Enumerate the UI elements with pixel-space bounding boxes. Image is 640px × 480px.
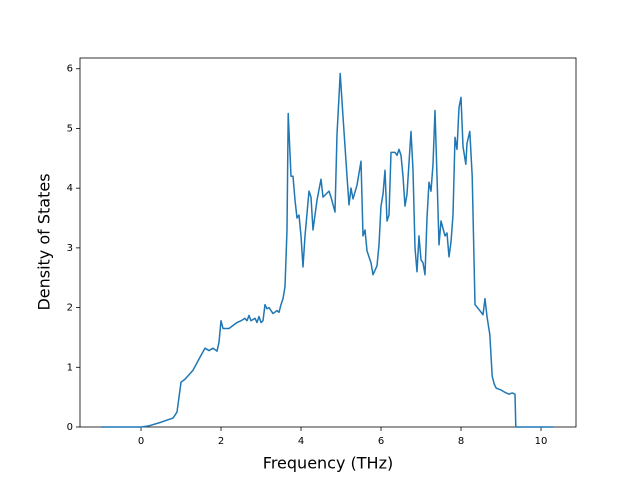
plot-frame [79,57,577,428]
x-tick-label: 4 [298,436,304,447]
y-tick-label: 4 [67,183,73,194]
y-tick-label: 3 [67,243,73,254]
x-tick-label: 2 [218,436,224,447]
y-tick-label: 1 [67,362,73,373]
y-tick-label: 5 [67,123,73,134]
y-tick-label: 2 [67,303,73,314]
x-tick-label: 6 [378,436,384,447]
x-axis-label: Frequency (THz) [263,454,393,473]
y-tick-label: 6 [67,64,73,75]
y-tick-label: 0 [67,422,73,433]
data-line [101,72,553,428]
x-tick-label: 8 [458,436,464,447]
y-axis-label: Density of States [35,173,54,310]
x-tick-label: 0 [138,436,144,447]
x-tick-label: 10 [535,436,548,447]
